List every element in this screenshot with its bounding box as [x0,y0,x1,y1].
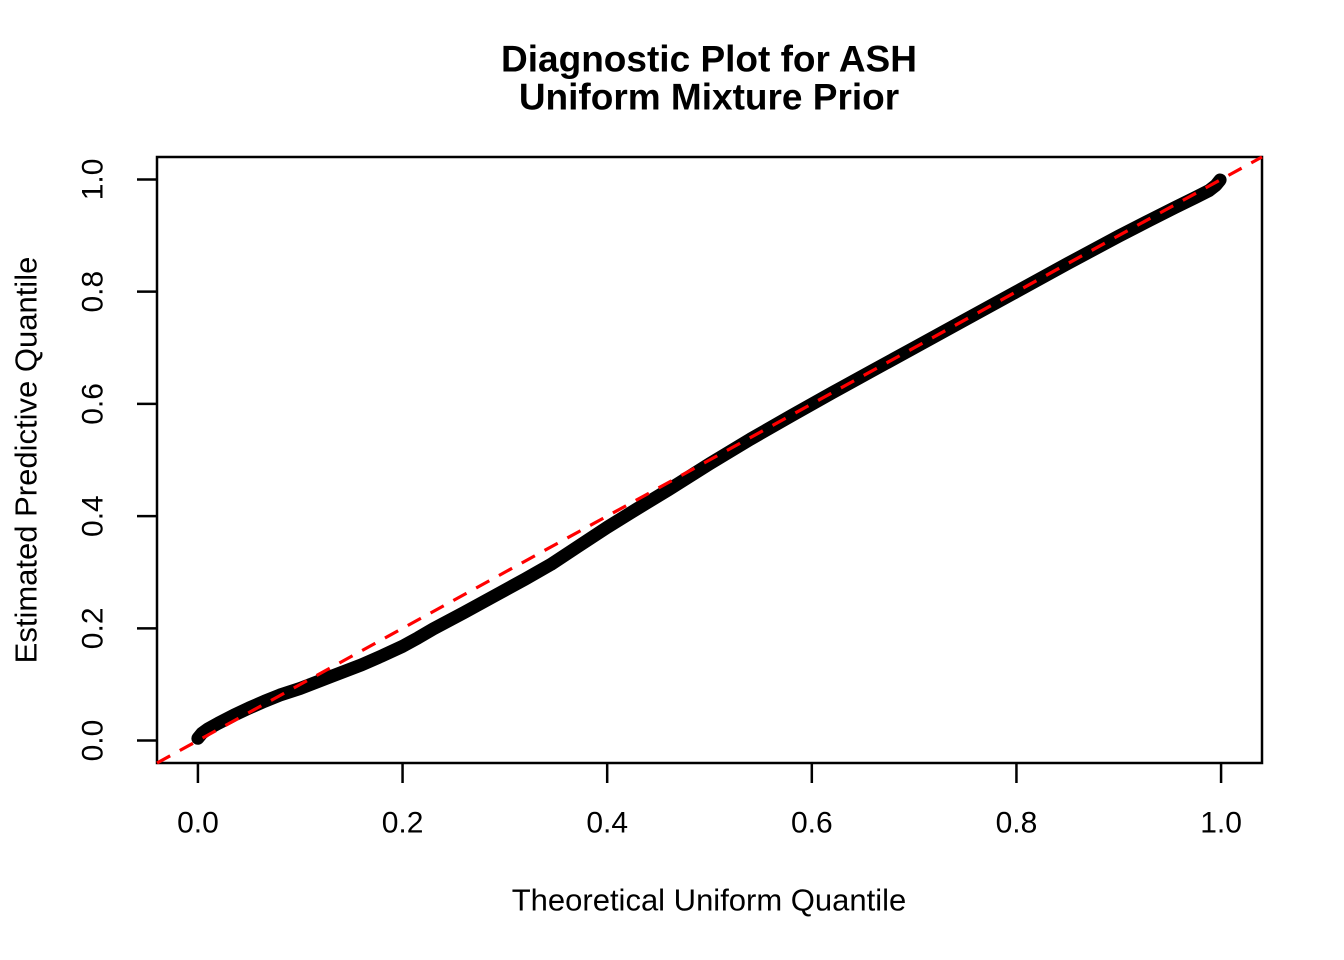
y-tick-label: 0.6 [77,383,110,425]
x-tick-label: 0.0 [177,807,219,840]
x-tick-label: 0.6 [791,807,833,840]
y-tick-label: 1.0 [77,159,110,201]
y-tick-label: 0.2 [77,607,110,649]
y-tick-label: 0.4 [77,495,110,537]
plot-title-line1: Diagnostic Plot for ASH [501,39,917,80]
x-axis-title: Theoretical Uniform Quantile [512,883,907,918]
x-tick-label: 0.4 [586,807,628,840]
y-tick-label: 0.8 [77,271,110,313]
y-tick-label: 0.0 [77,720,110,762]
reference-line [156,155,1263,765]
y-axis-title: Estimated Predictive Quantile [9,257,44,664]
x-tick-label: 1.0 [1200,807,1242,840]
x-tick-label: 0.8 [996,807,1038,840]
x-tick-label: 0.2 [382,807,424,840]
plot-box [155,155,1264,765]
plot-title-line2: Uniform Mixture Prior [519,77,899,118]
axis-ticks: 0.0 0.2 0.4 0.6 0.8 1.0 0.0 0.2 0.4 0.6 0.8 1.0 [77,159,1242,840]
reference-line-group [156,155,1263,765]
